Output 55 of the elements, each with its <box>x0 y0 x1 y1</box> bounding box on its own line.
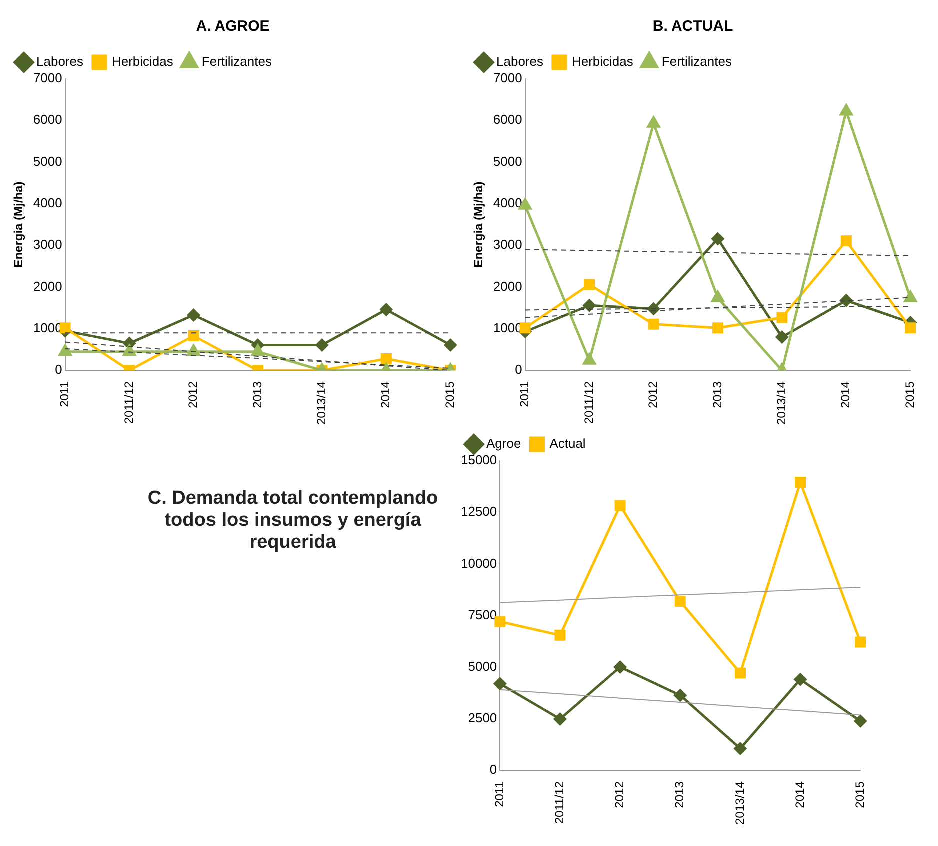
x-tick-label: 2011 <box>58 381 72 408</box>
legend-label: Fertilizantes <box>662 54 732 70</box>
x-tick-label: 2012 <box>186 381 200 408</box>
y-tick-label: 2000 <box>33 278 62 294</box>
legend-label: Labores <box>496 54 544 70</box>
x-tick-label: 2013 <box>710 381 724 408</box>
x-tick-label: 2013 <box>250 381 264 408</box>
x-tick-label: 2013/14 <box>732 781 747 826</box>
x-tick-label: 2014 <box>792 781 807 808</box>
legend-label: Actual <box>550 436 586 452</box>
y-tick-label: 5000 <box>468 658 498 674</box>
y-tick-label: 6000 <box>33 112 62 128</box>
y-tick-label: 4000 <box>493 196 522 211</box>
x-tick-label: 2011/12 <box>552 781 567 824</box>
legend-label: Herbicidas <box>112 54 174 70</box>
chart-title: B. ACTUAL <box>652 18 734 36</box>
x-tick-label: 2013 <box>672 781 687 808</box>
y-axis-title: Energia (Mj/ha) <box>472 182 486 268</box>
legend-label: Agroe <box>486 436 522 452</box>
y-tick-label: 5000 <box>33 154 62 169</box>
y-tick-label: 0 <box>515 362 522 378</box>
y-tick-label: 7500 <box>468 607 498 622</box>
x-tick-label: 2015 <box>902 381 917 408</box>
x-tick-label: 2011 <box>492 781 506 808</box>
y-tick-label: 12500 <box>460 504 498 520</box>
x-tick-label: 2013/14 <box>774 381 788 426</box>
x-tick-label: 2013/14 <box>314 381 328 426</box>
legend-label: Herbicidas <box>572 54 634 70</box>
chart-title: A. AGROE <box>196 18 270 36</box>
x-tick-label: 2014 <box>838 381 853 408</box>
x-tick-label: 2015 <box>852 781 867 808</box>
y-tick-label: 3000 <box>33 237 62 252</box>
text: C. Demanda total contemplando todos los insumos y energía requerida <box>146 488 440 554</box>
y-tick-label: 5000 <box>493 154 522 169</box>
y-tick-label: 0 <box>490 762 498 778</box>
y-tick-label: 2500 <box>468 710 498 726</box>
x-tick-label: 2011/12 <box>582 381 596 424</box>
y-tick-label: 3000 <box>493 237 522 252</box>
y-tick-label: 10000 <box>460 556 498 571</box>
x-tick-label: 2015 <box>442 381 457 408</box>
legend-label: Labores <box>36 54 84 70</box>
y-tick-label: 7000 <box>33 70 62 86</box>
y-tick-label: 15000 <box>460 452 498 468</box>
y-axis-title: Energia (Mj/ha) <box>12 182 26 268</box>
y-tick-label: 6000 <box>493 112 522 128</box>
x-tick-label: 2011 <box>518 381 532 408</box>
y-tick-label: 4000 <box>33 196 62 211</box>
y-tick-label: 2000 <box>493 278 522 294</box>
x-tick-label: 2014 <box>378 381 393 408</box>
y-tick-label: 7000 <box>493 70 522 86</box>
x-tick-label: 2012 <box>646 381 660 408</box>
x-tick-label: 2012 <box>612 781 627 808</box>
x-tick-label: 2011/12 <box>122 381 136 424</box>
legend-label: Fertilizantes <box>202 54 272 70</box>
y-tick-label: 0 <box>55 362 62 378</box>
